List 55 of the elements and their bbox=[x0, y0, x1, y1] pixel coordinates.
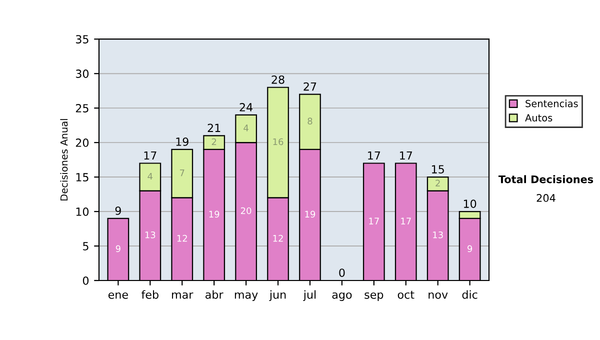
y-axis-title: Decisiones Anual bbox=[60, 119, 68, 200]
data-label: 19 bbox=[209, 210, 220, 218]
total-label: 19 bbox=[176, 138, 188, 146]
y-tick-label: 30 bbox=[76, 70, 89, 78]
y-tick-label: 5 bbox=[83, 242, 88, 250]
y-tick-label: 20 bbox=[76, 138, 89, 147]
data-label: 7 bbox=[180, 170, 184, 176]
y-tick-label: 25 bbox=[76, 104, 88, 112]
x-tick-label: abr bbox=[206, 290, 224, 299]
x-tick-label: dic bbox=[462, 290, 478, 299]
data-label: 19 bbox=[305, 210, 316, 218]
total-label: 21 bbox=[208, 124, 220, 132]
total-label: 27 bbox=[304, 82, 316, 91]
data-label: 13 bbox=[433, 231, 443, 238]
data-label: 2 bbox=[436, 180, 440, 186]
x-tick-label: feb bbox=[142, 290, 158, 299]
y-tick-label: 35 bbox=[76, 35, 88, 44]
x-tick-label: jun bbox=[269, 290, 286, 301]
text: 204 bbox=[536, 194, 556, 202]
data-label: 9 bbox=[116, 245, 120, 252]
x-tick-label: may bbox=[234, 292, 258, 301]
y-tick-label: 10 bbox=[76, 208, 89, 216]
x-tick-label: mar bbox=[172, 292, 194, 299]
y-tick-label: 15 bbox=[76, 173, 88, 182]
legend-label: Sentencias bbox=[526, 100, 578, 108]
y-tick-label: 0 bbox=[82, 276, 89, 285]
x-tick-label: sep bbox=[364, 292, 384, 301]
data-label: 4 bbox=[148, 172, 153, 180]
x-tick-label: jul bbox=[303, 290, 316, 301]
text: Total Decisiones bbox=[498, 175, 594, 184]
total-label: 24 bbox=[240, 103, 252, 112]
total-label: 28 bbox=[272, 75, 284, 84]
total-label: 10 bbox=[464, 200, 476, 208]
data-label: 2 bbox=[212, 138, 216, 146]
data-label: 12 bbox=[177, 234, 187, 242]
data-label: 9 bbox=[468, 245, 472, 252]
total-label: 9 bbox=[115, 206, 121, 215]
data-label: 17 bbox=[401, 218, 411, 224]
data-label: 16 bbox=[273, 138, 284, 146]
data-label: 20 bbox=[240, 207, 252, 214]
x-tick-label: ago bbox=[332, 292, 352, 301]
data-label: 13 bbox=[145, 231, 156, 238]
data-label: 12 bbox=[273, 234, 283, 242]
data-label: 17 bbox=[369, 218, 379, 224]
total-label: 17 bbox=[400, 151, 412, 160]
data-label: 4 bbox=[244, 124, 248, 132]
data-label: 8 bbox=[308, 118, 312, 124]
legend-label: Autos bbox=[525, 114, 552, 122]
x-tick-label: ene bbox=[108, 292, 128, 299]
total-label: 15 bbox=[432, 165, 444, 174]
total-label: 0 bbox=[339, 268, 345, 277]
x-tick-label: nov bbox=[428, 292, 448, 299]
total-label: 17 bbox=[144, 151, 156, 160]
x-tick-label: oct bbox=[398, 290, 414, 299]
total-label: 17 bbox=[368, 151, 380, 160]
